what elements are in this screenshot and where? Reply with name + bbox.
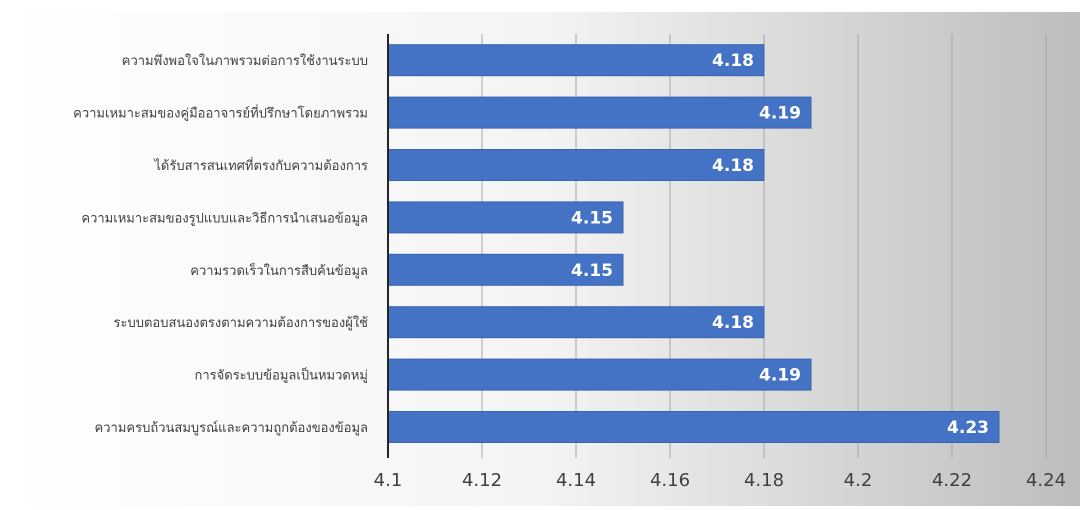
bar <box>387 149 765 181</box>
x-tick-label: 4.2 <box>844 470 873 491</box>
bar <box>387 411 1000 443</box>
data-label: 4.19 <box>759 104 801 124</box>
x-tick-label: 4.14 <box>556 470 596 491</box>
data-label: 4.15 <box>571 208 613 228</box>
category-label: ความเหมาะสมของคู่มืออาจารย์ที่ปรึกษาโดยภ… <box>73 105 368 122</box>
bar <box>387 96 812 129</box>
x-tick-label: 4.16 <box>650 470 690 491</box>
bar-chart: 4.1 4.12 4.14 4.16 4.18 4.2 4.22 4.24 ความพึงพอใ… <box>6 12 1080 506</box>
data-label: 4.18 <box>712 313 754 333</box>
data-label: 4.18 <box>712 156 754 176</box>
category-label: ความรวดเร็วในการสืบค้นข้อมูล <box>190 261 368 279</box>
labels: 4.1 4.12 4.14 4.16 4.18 4.2 4.22 4.24 ความพึงพอใ… <box>73 51 1066 491</box>
x-tick-label: 4.12 <box>462 470 502 491</box>
data-label: 4.15 <box>571 261 613 281</box>
category-label: ความครบถ้วนสมบูรณ์และความถูกต้องของข้อมู… <box>95 420 368 436</box>
category-label: ได้รับสารสนเทศที่ตรงกับความต้องการ <box>153 157 368 174</box>
data-label: 4.18 <box>712 51 754 71</box>
x-tick-label: 4.22 <box>932 470 972 491</box>
data-label: 4.19 <box>759 366 801 386</box>
bar <box>387 44 765 77</box>
category-label: ความเหมาะสมของรูปแบบและวิธีการนำเสนอข้อม… <box>81 210 368 226</box>
bar <box>387 358 812 391</box>
x-tick-label: 4.24 <box>1026 470 1066 491</box>
category-label: ความพึงพอใจในภาพรวมต่อการใช้งานระบบ <box>122 53 368 69</box>
category-label: ระบบตอบสนองตรงตามความต้องการของผู้ใช้ <box>114 315 369 331</box>
chart-svg: 4.1 4.12 4.14 4.16 4.18 4.2 4.22 4.24 ความพึงพอใ… <box>6 12 1080 506</box>
x-tick-label: 4.1 <box>374 470 403 491</box>
data-label: 4.23 <box>947 418 989 438</box>
bars <box>387 44 1000 443</box>
category-label: การจัดระบบข้อมูลเป็นหมวดหมู่ <box>194 366 368 384</box>
bar <box>387 306 765 339</box>
x-tick-label: 4.18 <box>744 470 784 491</box>
